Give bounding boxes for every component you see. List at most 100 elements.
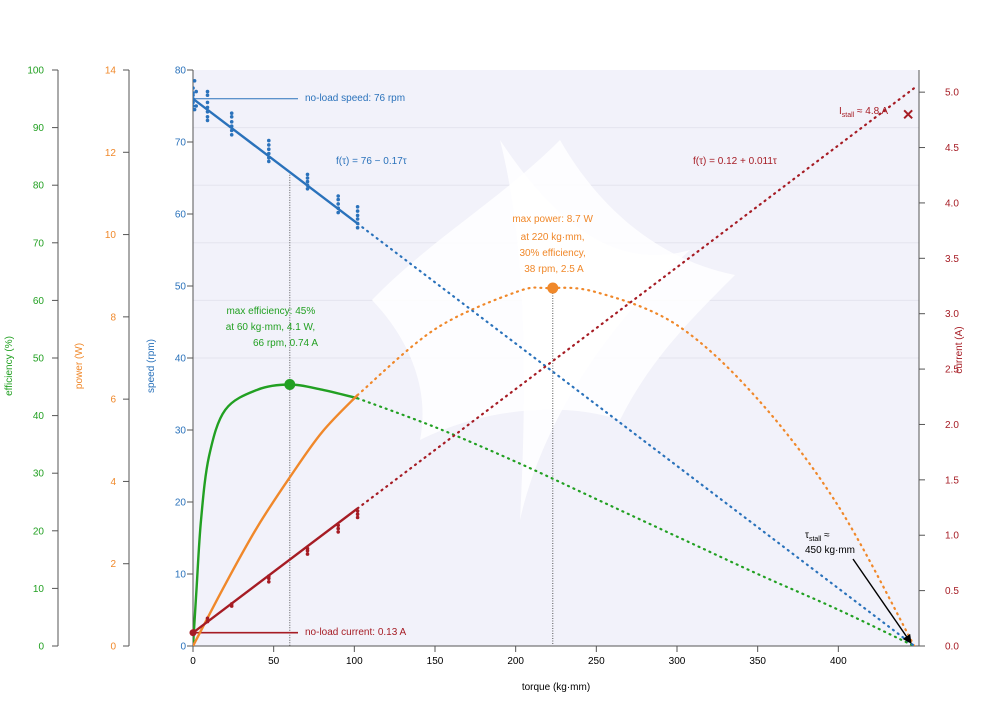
efficiency-tick-label: 100 <box>27 66 44 77</box>
speed-sample-point <box>205 89 210 94</box>
power-curve <box>193 394 359 646</box>
speed-tick-label: 10 <box>175 570 187 581</box>
stall-current-subscript: stall <box>842 112 855 119</box>
marker-layer <box>189 109 913 637</box>
speed-tick-label: 30 <box>175 426 187 437</box>
efficiency-tick-label: 70 <box>33 238 45 249</box>
max-power-marker <box>547 282 559 294</box>
reference-lines <box>193 98 554 646</box>
speed-sample-point <box>205 118 210 123</box>
speed-sample-point <box>229 120 234 124</box>
speed-sample-point <box>205 115 210 119</box>
power-tick-label: 14 <box>105 66 117 77</box>
current-sample-point <box>305 546 310 551</box>
torque-tick-label: 200 <box>507 656 524 667</box>
efficiency-tick-label: 50 <box>33 354 45 365</box>
efficiency-tick-label: 20 <box>33 526 45 537</box>
speed-sample-point <box>336 202 341 206</box>
current-sample-point <box>336 523 341 528</box>
power-axis-title: power (W) <box>74 343 85 389</box>
speed-sample-point <box>229 115 234 119</box>
torque-tick-label: 100 <box>346 656 363 667</box>
power-tick-label: 12 <box>105 148 117 159</box>
current-axis-title: current (A) <box>954 326 965 373</box>
speed-sample-point <box>193 104 195 108</box>
current-sample-point <box>205 616 210 621</box>
max-power-line-1: max power: 8.7 W <box>512 214 593 225</box>
torque-tick-label: 50 <box>268 656 280 667</box>
efficiency-tick-label: 60 <box>33 296 45 307</box>
torque-axis-title: torque (kg·mm) <box>522 682 590 693</box>
current-tick-label: 0.5 <box>945 586 959 597</box>
stall-torque-subscript: stall <box>809 536 822 543</box>
max-power-line-4: 38 rpm, 2.5 A <box>524 264 584 275</box>
stall-torque-approx: ≈ <box>821 530 830 541</box>
efficiency-tick-label: 40 <box>33 411 45 422</box>
speed-fit-label: f(τ) = 76 − 0.17τ <box>336 156 407 167</box>
stall-torque-arrow <box>852 558 912 644</box>
current-sample-point <box>355 512 360 516</box>
current-sample-point <box>229 602 234 606</box>
efficiency-extrapolation <box>356 397 916 646</box>
speed-sample-point <box>229 111 234 115</box>
current-sample-point <box>336 526 341 531</box>
current-tick-label: 2.5 <box>945 365 959 376</box>
speed-sample-point <box>193 91 195 95</box>
speed-fit-line <box>193 97 359 225</box>
power-tick-label: 6 <box>110 395 116 406</box>
speed-sample-point <box>267 143 271 147</box>
speed-sample-point <box>336 197 341 202</box>
max-efficiency-marker <box>284 378 296 390</box>
speed-sample-point <box>267 156 271 160</box>
current-fit-extrapolation <box>356 87 916 510</box>
power-axis: 0 2 4 6 8 10 12 14 power (W) <box>74 66 130 653</box>
speed-sample-point <box>336 206 341 210</box>
speed-sample-point <box>305 183 310 187</box>
speed-sample-point <box>267 159 271 164</box>
speed-sample-point <box>267 151 271 156</box>
current-tick-label: 0.0 <box>945 642 959 653</box>
current-sample-point <box>336 530 341 534</box>
speed-sample-point <box>267 138 271 143</box>
current-tick-label: 1.0 <box>945 531 959 542</box>
current-axis: 0.0 0.5 1.0 1.5 2.0 2.5 3.0 3.5 4.0 4.5 5.0 current… <box>918 70 965 653</box>
speed-tick-label: 20 <box>175 498 187 509</box>
power-tick-label: 2 <box>110 559 116 570</box>
stall-torque-label: τstall ≈ <box>805 530 830 543</box>
speed-tick-label: 50 <box>175 282 187 293</box>
efficiency-tick-label: 80 <box>33 181 45 192</box>
stall-current-value: ≈ 4.8 A <box>854 106 888 117</box>
speed-tick-label: 40 <box>175 354 187 365</box>
current-fit-line <box>193 507 359 634</box>
speed-sample-point <box>229 128 234 133</box>
stall-torque-value: 450 kg·mm <box>805 545 855 556</box>
current-tick-label: 4.0 <box>945 198 959 209</box>
speed-sample-point <box>305 172 310 177</box>
speed-sample-point <box>205 93 210 97</box>
speed-sample-point <box>229 124 234 128</box>
no-load-current-label: no-load current: 0.13 A <box>305 627 407 638</box>
max-efficiency-line-2: at 60 kg·mm, 4.1 W, <box>226 322 315 333</box>
max-efficiency-label: max efficiency: 45% at 60 kg·mm, 4.1 W, … <box>226 306 319 349</box>
speed-tick-label: 60 <box>175 210 187 221</box>
power-tick-label: 8 <box>110 312 116 323</box>
speed-tick-label: 70 <box>175 138 187 149</box>
current-tick-label: 5.0 <box>945 88 959 99</box>
speed-sample-point <box>305 176 310 180</box>
speed-sample-point <box>193 79 197 83</box>
speed-sample-point <box>355 213 360 218</box>
current-tick-label: 4.5 <box>945 143 959 154</box>
max-efficiency-line-3: 66 rpm, 0.74 A <box>253 338 318 349</box>
efficiency-axis-title: efficiency (%) <box>4 336 15 396</box>
current-sample-point <box>205 619 210 624</box>
speed-sample-point <box>194 104 198 108</box>
current-tick-label: 2.0 <box>945 420 959 431</box>
torque-tick-label: 250 <box>588 656 605 667</box>
speed-sample-point <box>355 209 360 213</box>
no-load-speed-label: no-load speed: 76 rpm <box>305 93 405 104</box>
no-load-current-marker <box>189 629 197 637</box>
power-extrapolation <box>356 286 916 646</box>
max-power-line-2: at 220 kg·mm, <box>521 232 585 243</box>
watermark-shape <box>500 140 690 520</box>
